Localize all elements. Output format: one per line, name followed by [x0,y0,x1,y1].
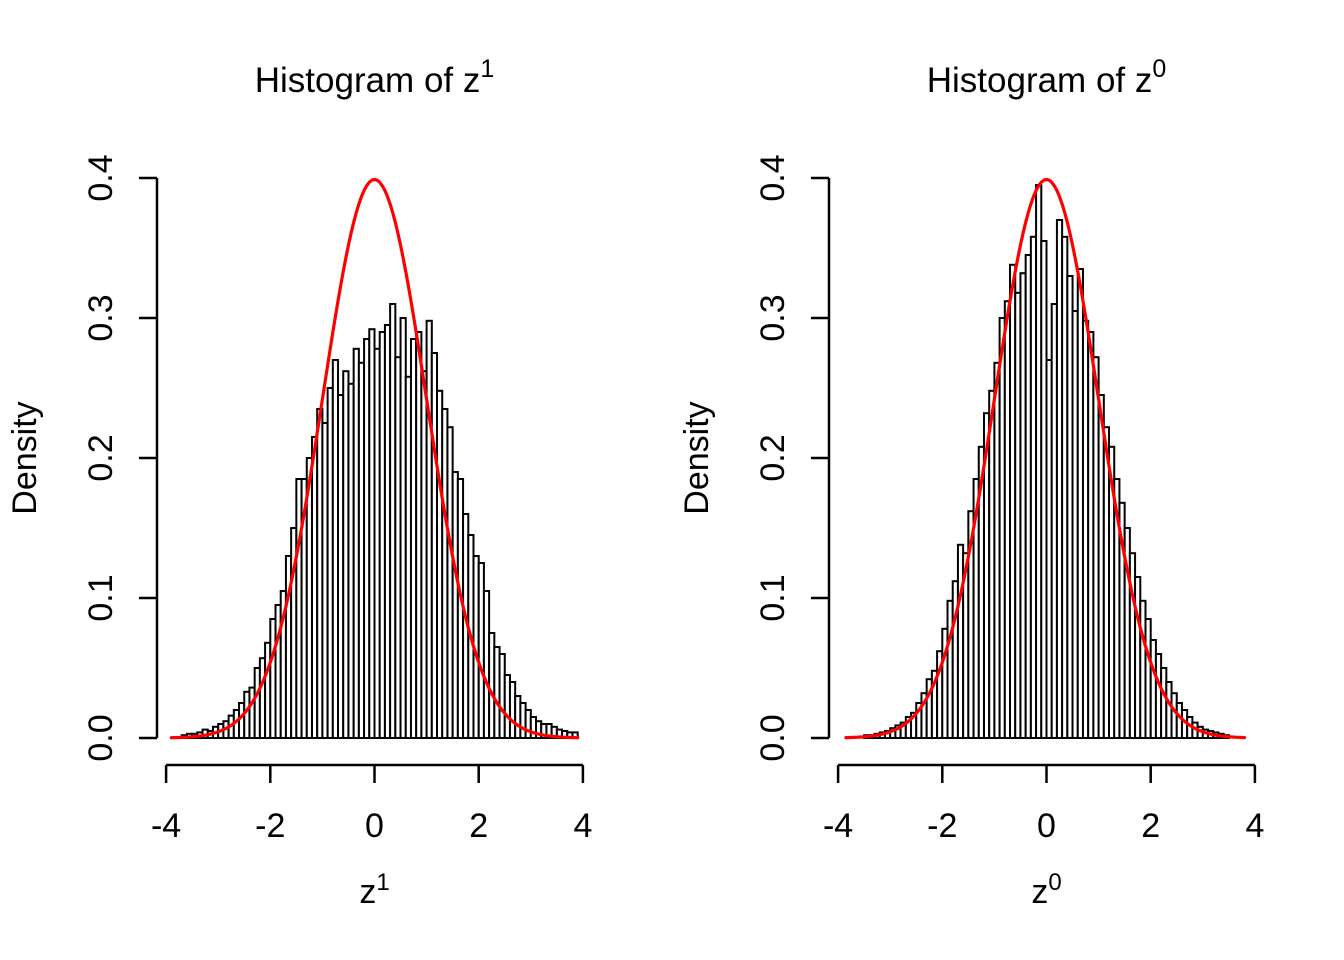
y-axis-title: Density [678,401,716,514]
y-tick-label: 0.0 [82,714,120,761]
x-tick-label: 4 [1245,807,1264,845]
normal-density-curve [169,177,580,740]
y-axis [139,176,159,740]
y-tick-label: 0.4 [82,154,120,201]
histogram-bars [863,184,1230,740]
x-tick-label: -4 [151,807,181,845]
histogram-plot-z1: 0.0 0.1 0.2 0.3 0.4 Density -4 -2 0 2 4 z1 Histogram… [6,55,593,911]
x-tick-label: -2 [255,807,285,845]
y-tick-label: 0.3 [754,294,792,341]
y-tick-label: 0.2 [82,434,120,481]
x-tick-label: -2 [927,807,957,845]
y-axis [811,176,831,740]
x-axis-title: z1 [359,869,389,911]
normal-density-curve [844,177,1247,740]
histogram-plot-z0: 0.0 0.1 0.2 0.3 0.4 Density -4 -2 0 2 4 z0 Histogram… [672,0,1344,960]
x-tick-label: 4 [573,807,592,845]
y-tick-label: 0.2 [754,434,792,481]
histogram-panel-z0: 0.0 0.1 0.2 0.3 0.4 Density -4 -2 0 2 4 z0 Histogram… [672,0,1344,960]
y-tick-label: 0.0 [754,714,792,761]
x-axis-title: z0 [1031,869,1061,911]
y-tick-label: 0.1 [82,574,120,621]
y-axis-title: Density [6,401,44,514]
y-tick-label: 0.4 [754,154,792,201]
plot-title: Histogram of z0 [927,55,1167,100]
x-tick-label: 0 [365,807,384,845]
x-tick-label: 2 [1141,807,1160,845]
y-tick-label: 0.1 [754,574,792,621]
plot-title: Histogram of z1 [255,55,495,100]
x-axis [836,763,1257,783]
histogram-panel-z1: 0.0 0.1 0.2 0.3 0.4 Density -4 -2 0 2 4 z1 Histogram… [6,55,593,911]
x-tick-label: 0 [1037,807,1056,845]
y-tick-label: 0.3 [82,294,120,341]
x-axis [164,763,585,783]
x-tick-label: 2 [469,807,488,845]
x-tick-label: -4 [823,807,853,845]
